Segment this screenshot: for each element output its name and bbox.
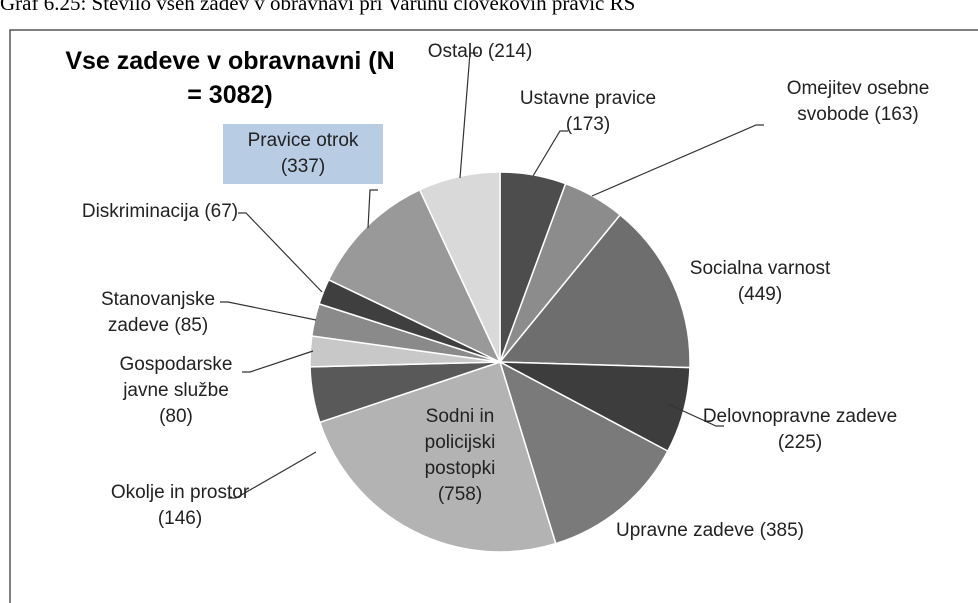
category-label: Upravne zadeve <box>615 520 755 541</box>
slice-label: Ustavne pravice (173) <box>503 86 673 138</box>
category-label: Diskriminacija <box>81 201 200 222</box>
slice-label: Omejitev osebne svobode (163) <box>753 76 963 128</box>
category-label: Ustavne pravice <box>519 88 657 109</box>
pie-slice <box>418 171 501 363</box>
slice-label: Okolje in prostor (146) <box>105 480 255 532</box>
chart-frame <box>9 29 978 603</box>
value-label: (225) <box>777 432 823 453</box>
pie-slice <box>327 188 502 364</box>
value-label: (80) <box>159 406 193 427</box>
chart-title: Vse zadeve v obravnavni (N = 3082) <box>65 47 395 109</box>
slice-label: Delovnopravne zadeve (225) <box>700 404 900 456</box>
leader-line <box>228 451 317 499</box>
leader-line <box>242 350 314 373</box>
leader-line <box>367 189 378 229</box>
slice-label: Socialna varnost (449) <box>665 256 855 308</box>
category-label: Ostalo <box>427 41 483 62</box>
value-label: (67) <box>204 201 239 222</box>
category-label: Delovnopravne zadeve <box>702 406 898 427</box>
value-label: (449) <box>737 284 783 305</box>
category-label: Gospodarske javne službe <box>119 354 233 401</box>
slice-label: Sodni in policijski postopki (758) <box>405 404 515 508</box>
category-label: Sodni in policijski postopki <box>424 406 496 479</box>
slice-label: Diskriminacija (67) <box>73 199 248 225</box>
category-label: Pravice otrok <box>247 130 359 151</box>
value-label: (385) <box>759 520 804 541</box>
value-label: (758) <box>437 484 483 505</box>
value-label: (337) <box>280 156 326 177</box>
leader-line <box>238 212 323 293</box>
leader-line <box>532 130 568 177</box>
slice-label: Gospodarske javne službe (80) <box>106 352 246 430</box>
leader-line <box>667 403 724 427</box>
pie-slice <box>318 361 557 553</box>
leader-line <box>459 52 478 179</box>
caption: Graf 6.25: Število vseh zadev v obravnav… <box>0 0 636 15</box>
category-label: Okolje in prostor <box>110 482 250 503</box>
slice-label: Pravice otrok (337) <box>223 124 383 184</box>
category-label: Stanovanjske zadeve <box>100 289 216 336</box>
slice-label: Stanovanjske zadeve (85) <box>78 287 238 339</box>
value-label: (85) <box>174 315 209 336</box>
value-label: (163) <box>874 104 919 125</box>
leader-line <box>591 124 764 197</box>
slice-label: Upravne zadeve (385) <box>605 518 815 544</box>
slice-label: Ostalo (214) <box>390 39 570 65</box>
pie-slice <box>498 213 691 369</box>
category-label: Socialna varnost <box>689 258 831 279</box>
value-label: (173) <box>565 114 611 135</box>
leader-line <box>220 301 317 321</box>
category-label: Omejitev osebne svobode <box>786 78 930 125</box>
value-label: (146) <box>157 508 203 529</box>
value-label: (214) <box>487 41 533 62</box>
